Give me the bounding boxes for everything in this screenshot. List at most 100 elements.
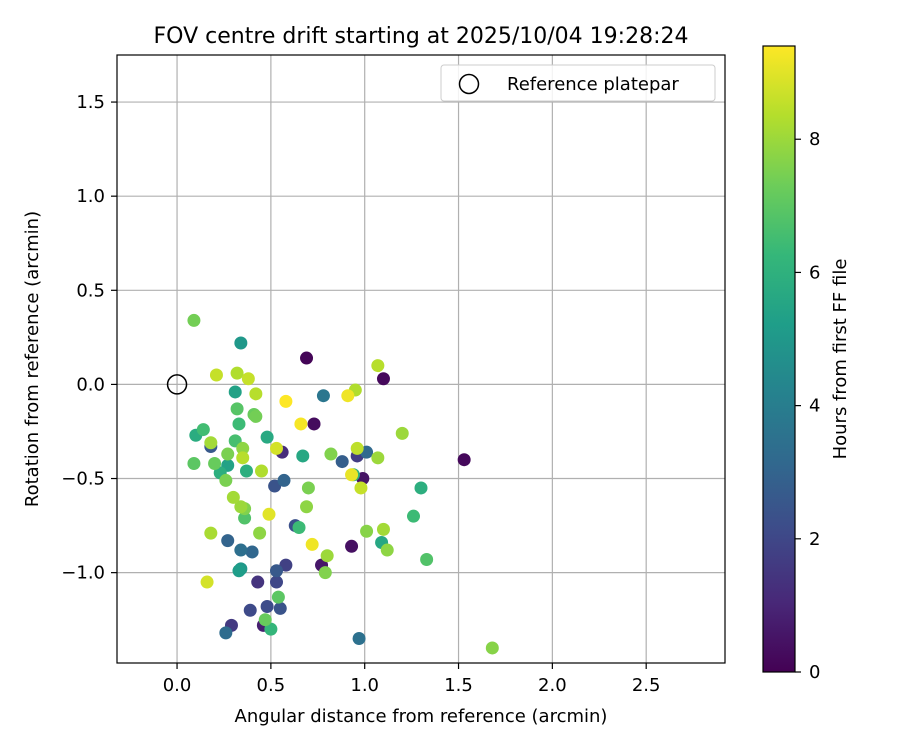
data-point [270, 575, 284, 589]
y-tick-label: 0.0 [76, 374, 105, 395]
data-point [345, 468, 359, 482]
data-point [376, 522, 390, 536]
data-point [414, 481, 428, 495]
y-tick-label: 1.0 [76, 186, 105, 207]
x-axis-label: Angular distance from reference (arcmin) [235, 706, 608, 727]
x-tick-label: 2.5 [632, 675, 661, 696]
data-point [241, 372, 255, 386]
data-point [260, 430, 274, 444]
data-point [324, 447, 338, 461]
colorbar-tick-label: 4 [809, 396, 820, 417]
data-point [376, 372, 390, 386]
data-point [296, 449, 310, 463]
data-point [371, 359, 385, 373]
data-point [420, 552, 434, 566]
colorbar [762, 45, 796, 673]
data-point [219, 626, 233, 640]
data-point [221, 447, 235, 461]
data-point [243, 603, 257, 617]
data-point [371, 451, 385, 465]
reference-platepar-marker [166, 374, 188, 395]
y-axis-ticks: −1.0 −0.5 0.0 0.5 1.0 1.5 [61, 92, 117, 584]
data-point [316, 389, 330, 403]
data-point [301, 481, 315, 495]
data-point [260, 600, 274, 614]
data-point [238, 511, 252, 525]
y-tick-label: −1.0 [61, 563, 105, 584]
legend-box [440, 64, 716, 102]
data-point [234, 543, 248, 557]
legend: Reference platepar [440, 64, 716, 102]
data-point [245, 545, 259, 559]
data-point [406, 509, 420, 523]
data-point [350, 441, 364, 455]
chart-title: FOV centre drift starting at 2025/10/04 … [154, 24, 689, 49]
legend-marker-reference [458, 73, 480, 95]
data-point [204, 526, 218, 540]
data-point [264, 622, 278, 636]
data-point [219, 473, 233, 487]
y-tick-label: 1.5 [76, 92, 105, 113]
data-point [485, 641, 499, 655]
data-point [254, 464, 268, 478]
data-point [239, 464, 253, 478]
colorbar-label: Hours from first FF file [830, 259, 851, 460]
colorbar-ticks: 0 2 4 6 8 [795, 129, 820, 683]
data-point [236, 441, 250, 455]
data-point [307, 417, 321, 431]
y-tick-label: 0.5 [76, 280, 105, 301]
x-tick-label: 2.0 [538, 675, 567, 696]
x-tick-label: 1.0 [350, 675, 379, 696]
y-tick-label: −0.5 [61, 469, 105, 490]
x-tick-label: 1.5 [444, 675, 473, 696]
colorbar-tick-label: 2 [809, 529, 820, 550]
data-point [318, 566, 332, 580]
data-point [249, 387, 263, 401]
data-point [341, 389, 355, 403]
data-point [292, 520, 306, 534]
x-tick-label: 0.0 [163, 675, 192, 696]
data-point [360, 524, 374, 538]
plot-frame [116, 54, 726, 664]
colorbar-tick-label: 8 [809, 129, 820, 150]
legend-label-reference: Reference platepar [507, 74, 679, 95]
data-point [457, 453, 471, 467]
data-point [200, 575, 214, 589]
data-point [196, 423, 210, 437]
data-point [273, 601, 287, 615]
data-point [249, 409, 263, 423]
data-point [270, 441, 284, 455]
data-point [380, 543, 394, 557]
data-point [187, 456, 201, 470]
data-point [271, 590, 285, 604]
data-point [352, 632, 366, 646]
data-point [300, 351, 314, 365]
data-point [335, 455, 349, 469]
data-point [279, 394, 293, 408]
data-point [234, 500, 248, 514]
data-point [270, 564, 284, 578]
data-point [395, 426, 409, 440]
data-point [305, 537, 319, 551]
data-point [232, 564, 246, 578]
data-point [258, 613, 272, 627]
x-axis-ticks: 0.0 0.5 1.0 1.5 2.0 2.5 [163, 663, 661, 696]
x-tick-label: 0.5 [257, 675, 286, 696]
data-point [187, 313, 201, 327]
y-axis-label: Rotation from reference (arcmin) [22, 211, 43, 507]
data-point [354, 481, 368, 495]
data-point [232, 417, 246, 431]
data-point [253, 526, 267, 540]
data-point [345, 539, 359, 553]
colorbar-tick-label: 0 [809, 662, 820, 683]
data-point [226, 490, 240, 504]
data-point [279, 558, 293, 572]
data-points [187, 313, 499, 655]
data-point [320, 549, 334, 563]
data-point [294, 417, 308, 431]
data-point [221, 534, 235, 548]
colorbar-tick-label: 6 [809, 262, 820, 283]
data-point [236, 451, 250, 465]
data-point [300, 500, 314, 514]
data-point [262, 507, 276, 521]
